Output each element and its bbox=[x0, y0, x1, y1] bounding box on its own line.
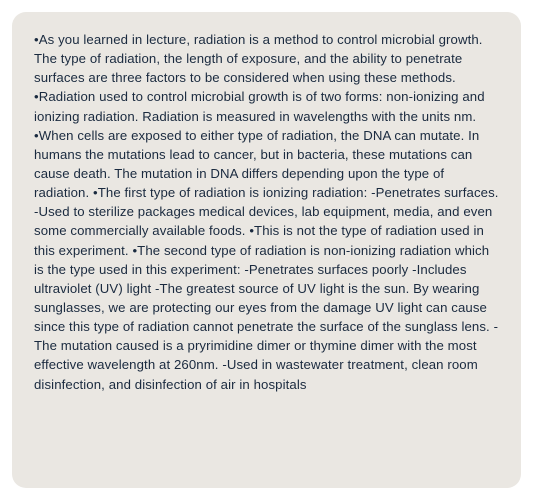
document-text: •As you learned in lecture, radiation is… bbox=[34, 30, 499, 394]
document-card: •As you learned in lecture, radiation is… bbox=[12, 12, 521, 488]
